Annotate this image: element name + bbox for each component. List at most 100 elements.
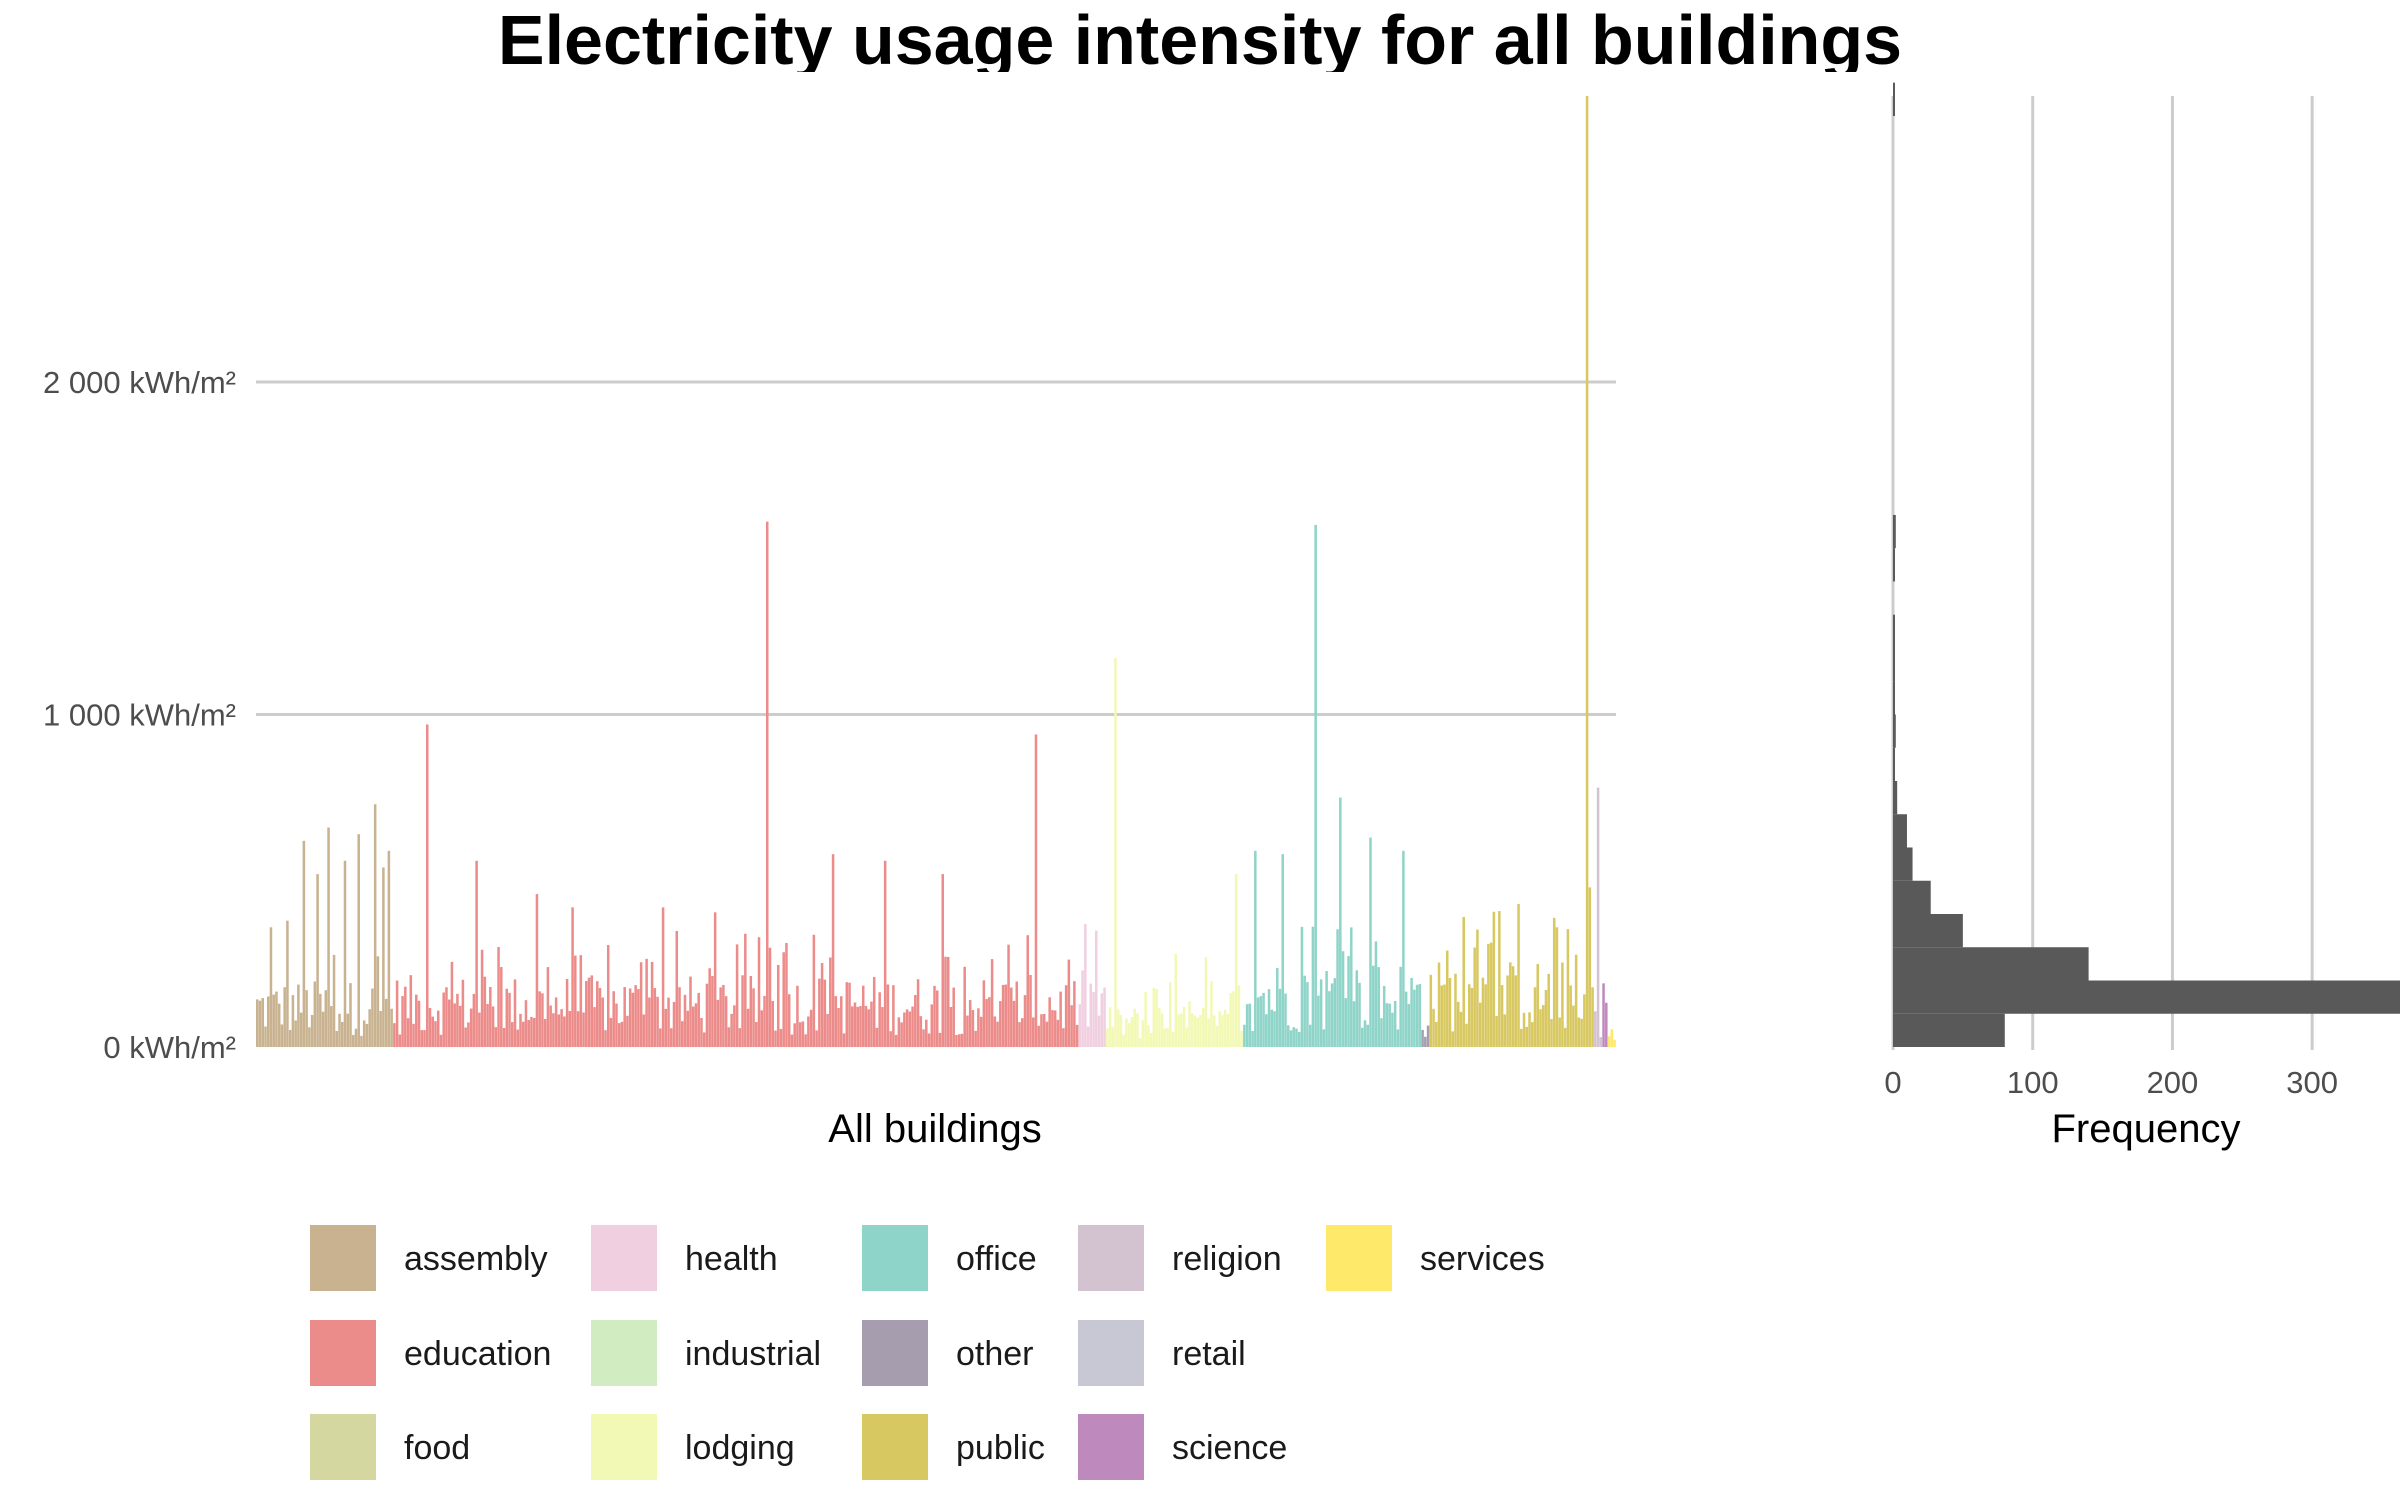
building-bar-education	[859, 1006, 862, 1047]
legend-label: religion	[1172, 1240, 1282, 1278]
legend-swatch	[1078, 1414, 1144, 1480]
building-bar-education	[409, 975, 413, 1047]
y-tick-label: 1 000 kWh/m²	[43, 697, 236, 732]
building-bar-education	[851, 1006, 854, 1047]
building-bar-public	[1481, 977, 1485, 1047]
legend-label: health	[685, 1240, 778, 1278]
building-bar-public	[1456, 1001, 1460, 1047]
building-bar-education	[434, 1021, 437, 1047]
building-bar-science	[1602, 983, 1605, 1047]
building-bar-education	[968, 1000, 972, 1047]
building-bar-education	[798, 1022, 802, 1047]
building-bar-assembly	[297, 984, 300, 1047]
building-bar-education	[601, 997, 604, 1047]
building-bar-education	[1031, 1017, 1035, 1047]
building-bar-education	[892, 985, 895, 1047]
building-bar-education	[774, 1030, 777, 1047]
building-bar-education	[826, 1013, 829, 1047]
building-bar-assembly	[275, 991, 278, 1047]
histogram-bin	[1893, 980, 2400, 1014]
building-bar-education	[722, 984, 725, 1047]
building-bar-education	[656, 996, 659, 1047]
building-bar-public	[1547, 973, 1550, 1047]
building-bar-education	[730, 1013, 733, 1047]
bar-chart-gridlines	[256, 380, 1616, 716]
building-bar-education	[941, 874, 944, 1047]
building-bar-education	[609, 1017, 613, 1047]
histogram-bin	[1893, 681, 1895, 715]
building-bar-education	[653, 988, 657, 1047]
building-bar-lodging	[1144, 991, 1147, 1047]
building-bar-lodging	[1130, 1017, 1134, 1047]
building-bar-assembly	[362, 1020, 366, 1047]
building-bar-religion	[1594, 1011, 1597, 1047]
building-bar-assembly	[291, 995, 295, 1047]
building-bar-education	[1070, 1005, 1073, 1047]
building-bar-education	[938, 1032, 942, 1047]
building-bar-education	[930, 1004, 934, 1047]
building-bar-education	[648, 997, 651, 1047]
legend-item-health: health	[591, 1225, 778, 1291]
building-bar-education	[678, 987, 681, 1047]
building-bar-office	[1297, 1031, 1301, 1047]
building-bar-public	[1503, 1014, 1507, 1047]
building-bar-public	[1536, 963, 1539, 1047]
legend-item-retail: retail	[1078, 1320, 1246, 1386]
legend-label: retail	[1172, 1335, 1246, 1373]
y-tick-label: 0 kWh/m²	[103, 1030, 236, 1065]
building-bar-science	[1605, 1002, 1608, 1047]
building-bar-education	[461, 979, 465, 1047]
building-bar-education	[524, 1000, 528, 1047]
building-bar-public	[1440, 985, 1444, 1047]
building-bar-education	[1040, 1014, 1043, 1047]
building-bar-education	[439, 1034, 443, 1047]
building-bar-public	[1588, 887, 1592, 1047]
building-bar-office	[1262, 992, 1265, 1047]
building-bar-office	[1382, 985, 1386, 1047]
building-bar-public	[1489, 942, 1493, 1047]
building-bar-assembly	[310, 1015, 314, 1047]
building-bar-education	[428, 1007, 432, 1047]
building-bar-office	[1410, 977, 1413, 1047]
building-bar-office	[1352, 1001, 1356, 1047]
building-bar-education	[672, 1001, 676, 1047]
building-bar-education	[914, 995, 917, 1047]
building-bar-public	[1528, 1012, 1531, 1047]
building-bar-office	[1374, 941, 1378, 1047]
legend-item-lodging: lodging	[591, 1414, 795, 1480]
building-bar-education	[840, 996, 843, 1047]
building-bar-education	[1010, 987, 1013, 1047]
building-bar-education	[979, 1016, 983, 1047]
building-bar-education	[1042, 1013, 1046, 1047]
building-bar-office	[1369, 837, 1372, 1047]
building-bar-public	[1583, 994, 1586, 1047]
building-bar-education	[766, 521, 769, 1047]
bar-chart-x-axis-title: All buildings	[828, 1107, 1041, 1151]
building-bar-public	[1446, 950, 1449, 1047]
building-bar-education	[952, 987, 955, 1047]
building-bar-lodging	[1149, 1033, 1153, 1047]
building-bar-public	[1462, 916, 1465, 1047]
building-bar-education	[1048, 997, 1051, 1047]
building-bar-education	[790, 1034, 794, 1047]
legend-item-science: science	[1078, 1414, 1287, 1480]
building-bar-lodging	[1226, 1014, 1230, 1047]
building-bar-office	[1322, 1029, 1326, 1047]
building-bar-education	[842, 1033, 846, 1047]
building-bar-office	[1314, 524, 1317, 1047]
building-bar-education	[724, 996, 728, 1047]
building-bar-education	[763, 995, 766, 1047]
legend-item-education: education	[310, 1320, 551, 1386]
building-bar-education	[453, 1003, 456, 1047]
legend-item-assembly: assembly	[310, 1225, 548, 1291]
building-bar-public	[1533, 987, 1537, 1047]
building-bar-office	[1328, 991, 1331, 1047]
legend-swatch	[591, 1320, 657, 1386]
building-bar-education	[744, 933, 747, 1047]
building-bar-education	[946, 956, 950, 1047]
building-bar-office	[1319, 979, 1323, 1047]
legend-label: public	[956, 1429, 1045, 1467]
building-bar-education	[681, 1021, 684, 1047]
histogram-gridlines	[1891, 96, 2314, 1050]
